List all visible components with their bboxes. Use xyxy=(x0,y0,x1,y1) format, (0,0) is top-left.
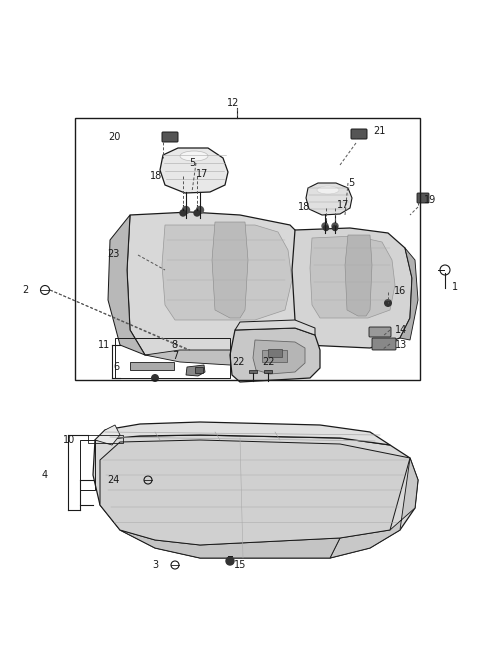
Text: 6: 6 xyxy=(114,362,120,372)
Text: 7: 7 xyxy=(172,351,178,361)
Text: 4: 4 xyxy=(42,470,48,480)
Polygon shape xyxy=(235,320,315,335)
Circle shape xyxy=(322,223,328,229)
Polygon shape xyxy=(310,236,395,318)
Text: 24: 24 xyxy=(108,475,120,485)
Text: 18: 18 xyxy=(298,202,310,212)
Polygon shape xyxy=(127,212,318,365)
Text: 3: 3 xyxy=(152,560,158,570)
Circle shape xyxy=(333,226,337,230)
Polygon shape xyxy=(108,215,145,355)
FancyBboxPatch shape xyxy=(351,129,367,139)
Circle shape xyxy=(324,226,328,230)
Bar xyxy=(268,349,282,357)
Text: 18: 18 xyxy=(150,171,162,181)
Text: 5: 5 xyxy=(348,178,354,188)
Ellipse shape xyxy=(180,151,208,161)
FancyBboxPatch shape xyxy=(372,338,396,350)
Polygon shape xyxy=(212,222,248,318)
Polygon shape xyxy=(145,335,315,365)
Text: 14: 14 xyxy=(395,325,407,335)
Polygon shape xyxy=(95,425,120,445)
Bar xyxy=(88,435,123,443)
Text: 2: 2 xyxy=(22,285,28,295)
Circle shape xyxy=(151,374,159,382)
Polygon shape xyxy=(230,328,320,382)
Polygon shape xyxy=(120,530,340,558)
Circle shape xyxy=(384,299,392,307)
Polygon shape xyxy=(253,340,305,374)
Circle shape xyxy=(226,557,234,565)
Polygon shape xyxy=(93,435,418,558)
Circle shape xyxy=(332,223,338,229)
Text: 20: 20 xyxy=(108,132,121,142)
Text: 12: 12 xyxy=(227,98,239,108)
Ellipse shape xyxy=(317,186,339,194)
Polygon shape xyxy=(95,422,390,445)
Text: 11: 11 xyxy=(98,340,110,350)
Polygon shape xyxy=(400,248,418,340)
Text: 13: 13 xyxy=(395,340,407,350)
Text: 22: 22 xyxy=(262,357,275,367)
Polygon shape xyxy=(100,440,410,545)
Text: 17: 17 xyxy=(337,200,349,210)
Bar xyxy=(264,370,272,373)
Circle shape xyxy=(194,210,200,216)
Text: 23: 23 xyxy=(108,249,120,259)
Text: 17: 17 xyxy=(196,169,208,179)
Text: 15: 15 xyxy=(234,560,246,570)
Text: 10: 10 xyxy=(63,435,75,445)
Text: 19: 19 xyxy=(424,195,436,205)
Circle shape xyxy=(180,210,186,216)
Bar xyxy=(75,118,420,380)
Text: 22: 22 xyxy=(232,357,245,367)
Text: 5: 5 xyxy=(189,158,195,168)
Circle shape xyxy=(182,207,190,213)
Polygon shape xyxy=(330,458,418,558)
Text: 8: 8 xyxy=(172,340,178,350)
Text: 16: 16 xyxy=(394,286,406,296)
Polygon shape xyxy=(186,365,205,376)
Text: 1: 1 xyxy=(452,282,458,292)
Polygon shape xyxy=(292,228,412,348)
FancyBboxPatch shape xyxy=(369,327,391,337)
FancyBboxPatch shape xyxy=(162,132,178,142)
Polygon shape xyxy=(160,148,228,193)
Polygon shape xyxy=(345,235,372,316)
Polygon shape xyxy=(306,183,352,215)
Bar xyxy=(249,370,257,373)
Bar xyxy=(130,362,174,370)
Text: 21: 21 xyxy=(373,126,385,136)
FancyBboxPatch shape xyxy=(417,193,429,203)
Bar xyxy=(195,367,203,373)
Bar xyxy=(80,440,95,490)
Bar xyxy=(262,350,287,362)
Circle shape xyxy=(196,207,204,213)
Polygon shape xyxy=(162,225,292,320)
Bar xyxy=(115,338,230,378)
